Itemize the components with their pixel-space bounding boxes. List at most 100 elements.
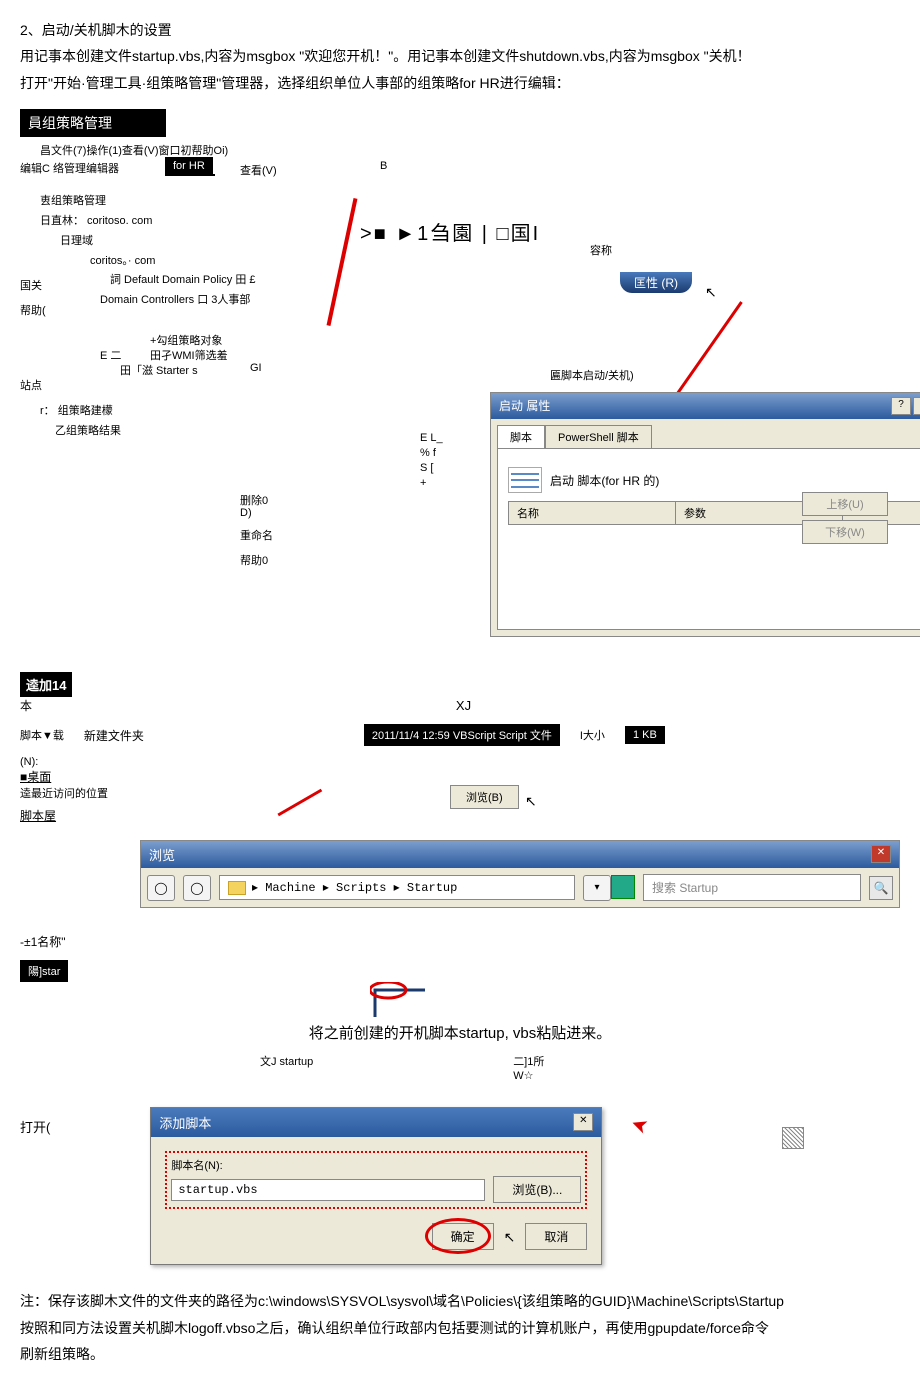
del[interactable]: 删除0 [240,492,268,508]
script-su: 匾脚本启动/关机) [550,367,634,383]
folder-icon [228,881,246,895]
site[interactable]: 站点 [20,377,42,393]
help-icon[interactable]: ? [891,397,911,415]
tab-powershell[interactable]: PowerShell 脚本 [545,425,652,448]
search-icon[interactable]: 🔍 [869,876,893,900]
help0[interactable]: 帮助0 [240,552,268,568]
tab-script[interactable]: 脚本 [497,425,545,448]
corner-mark [370,982,430,1025]
desktop-link[interactable]: ■桌面 [20,768,900,785]
cursor-icon: ↖ [525,793,537,810]
close-icon[interactable]: ✕ [913,397,920,415]
recent[interactable]: 逵最近访问的位置 [20,785,108,801]
domain-name[interactable]: coritos。· com [90,252,256,272]
star-badge: 陽]star [20,960,68,982]
add-script-dialog: 添加脚本 ✕ ➤ 脚本名(N): startup.vbs 浏览(B)... 确定 [150,1107,602,1265]
intro-line3: 打开"开始·管理工具·组策略管理"管理器，选择组织单位人事部的组策略for HR… [20,72,900,94]
dialog-titlebar[interactable]: 启动 属性 ? ✕ [491,393,920,419]
browse-button[interactable]: 浏览(B) [450,785,519,809]
pf: % f [420,447,436,459]
col-name[interactable]: 名称 [509,502,676,524]
add-titlebar[interactable]: 添加脚本 ✕ [151,1108,601,1137]
size-label: I大小 [580,727,605,743]
button-column: 上移(U) 下移(W) [802,492,888,544]
rename[interactable]: 重命名 [240,527,273,543]
path-box[interactable]: ▸ Machine ▸ Scripts ▸ Startup [219,875,575,900]
up-button[interactable]: 上移(U) [802,492,888,516]
default-policy[interactable]: 詞 Default Domain Policy 田 £ [110,271,256,291]
properties-badge[interactable]: 匡性 (R) [620,272,692,293]
n-label: (N): [20,756,900,768]
file-row: 脚本▼载 新建文件夹 2011/11/4 12:59 VBScript Scri… [20,724,900,746]
forest[interactable]: 日直林： coritoso. com [40,212,256,232]
new-folder[interactable]: 新建文件夹 [84,727,144,744]
wmi[interactable]: 田孑WMI筛选羞 [150,347,228,363]
red-arrow: ➤ [628,1111,652,1140]
browse-button[interactable]: 浏览(B)... [493,1176,581,1203]
r-label[interactable]: r： 组策略建檬 [40,402,113,418]
el: E L_ [420,432,443,444]
search-input[interactable]: 搜索 Startup [643,874,861,901]
note-line2: 按照和同方法设置关机脚木logoff.vbso之后，确认组织单位行政部内包括要测… [20,1317,900,1339]
view-menu[interactable]: 查看(V) [240,162,277,178]
gi: GI [250,362,262,374]
script-for-label: 启动 脚本(for HR 的) [550,472,659,489]
download[interactable]: 脚本▼载 [20,727,64,743]
result[interactable]: 乙组策略结果 [55,422,121,438]
ben: 本 [20,699,32,713]
help[interactable]: 帮助( [20,302,46,318]
red-line [327,198,358,326]
dc-node[interactable]: Domain Controllers 口 3人事部 [100,291,256,311]
domain-node[interactable]: 日理域 [60,232,256,252]
for-hr-badge: for HR [165,157,213,175]
open[interactable]: 打开( [20,1117,50,1136]
starter[interactable]: 田「滋 Starter s [120,362,198,378]
browse-toolbar: ◯ ◯ ▸ Machine ▸ Scripts ▸ Startup ▾ 搜索 S… [141,868,899,907]
cursor-icon: ↖ [504,1229,516,1256]
menu-bar[interactable]: 昌文件(7)操作(1)查看(V)窗口初帮助Oi) [40,142,228,158]
red-arrow [277,789,322,817]
d: D) [240,507,252,519]
dropdown-icon[interactable]: ▾ [583,875,611,901]
add-title-text: 添加脚本 [159,1113,211,1132]
ok-button[interactable]: 确定 [432,1223,494,1250]
down-button[interactable]: 下移(W) [802,520,888,544]
dialog-title-text: 启动 属性 [499,397,550,415]
add-button[interactable]: 逵加14 [20,672,72,697]
file-date: 2011/11/4 12:59 VBScript Script 文件 [364,724,560,746]
forward-icon[interactable]: ◯ [183,875,211,901]
section2: -±1名称" 陽]star 将之前创建的开机脚本startup, vbs粘贴进来… [20,933,900,1275]
underline [165,174,215,176]
button-row: 确定 ↖ 取消 [165,1223,587,1250]
add-body: 脚本名(N): startup.vbs 浏览(B)... 确定 ↖ 取消 [151,1137,601,1264]
wenj: 文J startup [260,1053,313,1082]
browse-title-text: 浏览 [149,845,175,864]
rongcheng: 容称 [590,242,612,258]
scripts-link[interactable]: 脚本屋 [20,807,56,824]
xj: XJ [456,698,471,713]
tabs: 脚本 PowerShell 脚本 [491,419,920,448]
sb: S [ [420,462,433,474]
path-text: ▸ Machine ▸ Scripts ▸ Startup [252,880,457,895]
plus: + [420,477,426,489]
gpo[interactable]: +勾组策略对象 [150,332,222,348]
hatch-icon [782,1127,804,1149]
cursor-icon: ↖ [705,284,717,301]
edi: E 二 [100,347,121,363]
tree-view[interactable]: 叀组策略管理 日直林： coritoso. com 日理域 coritos。· … [40,192,256,311]
tree-title: 叀组策略管理 [40,192,256,212]
browse-titlebar[interactable]: 浏览 ✕ [141,841,899,868]
script-name-input[interactable]: startup.vbs [171,1179,485,1201]
name-label: -±1名称" [20,933,900,950]
script-name-label: 脚本名(N): [171,1157,581,1173]
note-line1: 注：保存该脚木文件的文件夹的路径为c:\windows\SYSVOL\sysvo… [20,1290,900,1312]
close-icon[interactable]: ✕ [573,1113,593,1131]
editor-label: 编辑C 络管理编辑器 [20,160,119,176]
toolbar-symbols[interactable]: >■ ►1刍園 | □国I [360,217,540,246]
refresh-icon[interactable] [611,875,635,899]
close-icon[interactable]: ✕ [871,845,891,863]
add-section: 逵加14 本 XJ [20,662,900,714]
cancel-button[interactable]: 取消 [525,1223,587,1250]
browse-dialog: 浏览 ✕ ◯ ◯ ▸ Machine ▸ Scripts ▸ Startup ▾… [140,840,900,908]
back-icon[interactable]: ◯ [147,875,175,901]
